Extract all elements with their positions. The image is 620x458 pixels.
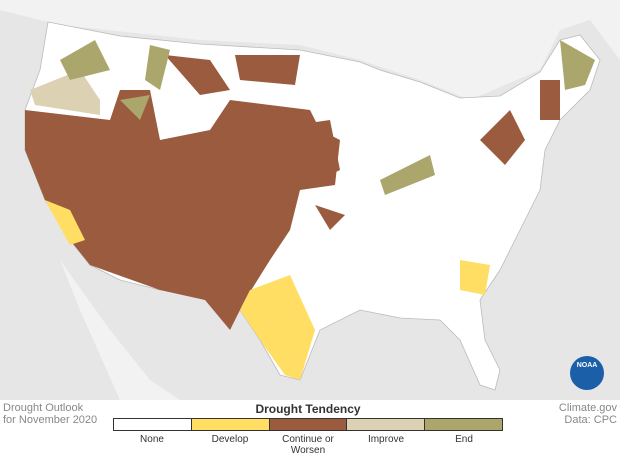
drought-continue bbox=[25, 90, 340, 330]
legend-label: Develop bbox=[211, 434, 249, 445]
legend-swatch bbox=[425, 419, 502, 430]
credit: Climate.gov bbox=[558, 402, 617, 414]
logo-text: NOAA bbox=[577, 362, 598, 369]
legend-labels: None Develop Continue or Worsen Improve End bbox=[113, 434, 503, 456]
noaa-logo bbox=[570, 356, 604, 390]
legend-swatch bbox=[191, 419, 270, 430]
legend-swatch bbox=[114, 419, 192, 430]
canada bbox=[0, 0, 620, 100]
legend-label: None bbox=[140, 434, 164, 445]
source: Data: CPC bbox=[564, 414, 617, 426]
legend-label: Continue or Worsen bbox=[282, 434, 334, 456]
legend-swatch bbox=[347, 419, 426, 430]
legend-label: End bbox=[455, 434, 473, 445]
legend-label: Improve bbox=[367, 434, 405, 445]
map-subtitle: for November 2020 bbox=[3, 414, 98, 426]
drought-develop bbox=[45, 200, 490, 380]
legend-swatch bbox=[269, 419, 348, 430]
map-title: Drought Outlook bbox=[3, 402, 84, 414]
mexico bbox=[60, 260, 180, 400]
legend-title: Drought Tendency bbox=[255, 402, 361, 416]
legend-bar bbox=[113, 418, 503, 431]
us-land bbox=[24, 21, 601, 391]
drought-continue bbox=[165, 55, 560, 230]
drought-improve bbox=[30, 70, 100, 115]
